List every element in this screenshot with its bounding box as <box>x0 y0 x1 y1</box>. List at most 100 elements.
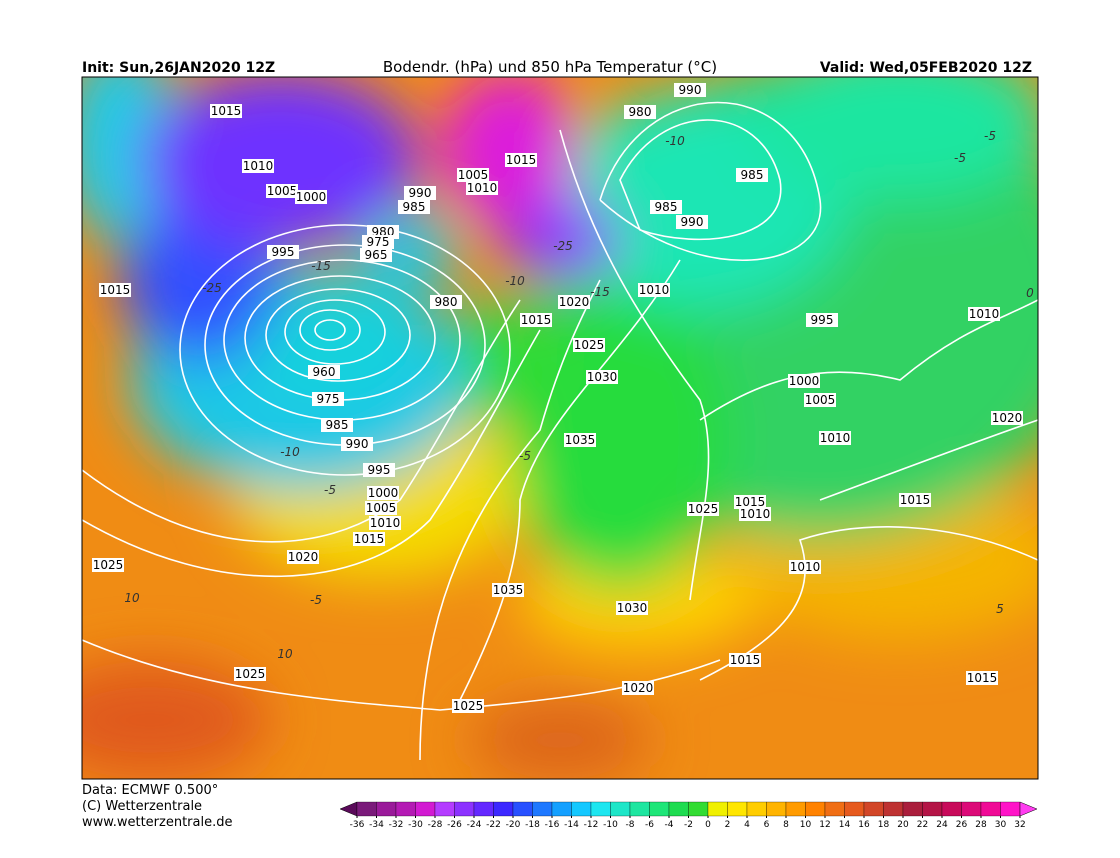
isobar-label: 1005 <box>805 393 836 407</box>
isobar-label-box <box>616 601 648 615</box>
isobar-label-box <box>806 313 838 327</box>
isobar-label-box <box>687 502 719 516</box>
temperature-label: -15 <box>311 259 331 273</box>
isobar-label: 975 <box>317 392 340 406</box>
temperature-label: -10 <box>665 134 685 148</box>
isobar-label: 1015 <box>967 671 998 685</box>
isobar-label-box <box>804 393 836 407</box>
colorbar-tick-label: -30 <box>408 820 423 830</box>
isobar-label-box <box>966 671 998 685</box>
isobar-label: 1020 <box>623 681 654 695</box>
isobar-label: 995 <box>811 313 834 327</box>
colorbar-swatch <box>746 801 767 817</box>
isobar-label-box <box>622 681 654 695</box>
temperature-label: -5 <box>310 593 322 607</box>
temperature-label: -5 <box>984 129 996 143</box>
colorbar-swatch <box>434 801 455 817</box>
isobar-label: 1025 <box>574 338 605 352</box>
isobar-label-box <box>367 486 399 500</box>
isobar-label-box <box>729 653 761 667</box>
colorbar-swatch <box>571 801 592 817</box>
isobar-label-box <box>266 184 298 198</box>
map-frame <box>81 76 1039 780</box>
isobar-label-box <box>99 283 131 297</box>
isobar-label-box <box>92 558 124 572</box>
isobar-label-box <box>564 433 596 447</box>
isobar-label-box <box>968 307 1000 321</box>
isobar-label: 1010 <box>740 507 771 521</box>
colorbar-swatch <box>473 801 494 817</box>
temperature-label: -5 <box>324 483 336 497</box>
isobar-label-box <box>466 181 498 195</box>
isobar-label: 1035 <box>493 583 524 597</box>
temperature-label: -25 <box>553 239 573 253</box>
colorbar-swatch <box>629 801 650 817</box>
temperature-label: -10 <box>280 445 300 459</box>
colorbar-swatch <box>395 801 416 817</box>
isobar-label-box <box>234 667 266 681</box>
isobar-label: 980 <box>435 295 458 309</box>
colorbar-tick-label: -4 <box>665 820 674 830</box>
temperature-label: -5 <box>519 449 531 463</box>
website: www.wetterzentrale.de <box>82 815 232 830</box>
colorbar-tick-label: 32 <box>1014 820 1025 830</box>
colorbar-tick-label: -2 <box>684 820 693 830</box>
isobar-label: 1010 <box>467 181 498 195</box>
temperature-label: 10 <box>277 647 293 661</box>
isobar-label: 1015 <box>506 153 537 167</box>
isobar-label: 1010 <box>790 560 821 574</box>
colorbar-tick-label: 8 <box>783 820 789 830</box>
colorbar-swatch <box>844 801 865 817</box>
isobar-label-box <box>312 392 344 406</box>
isobar-label-box <box>558 295 590 309</box>
colorbar-tick-label: 10 <box>800 820 812 830</box>
isobar-label: 1000 <box>296 190 327 204</box>
isobar-label-box <box>369 516 401 530</box>
isobar-label-box <box>452 699 484 713</box>
isobar-label-box <box>363 463 395 477</box>
isobar-label-box <box>308 365 340 379</box>
colorbar-swatch <box>863 801 884 817</box>
isobar-label: 975 <box>367 235 390 249</box>
colorbar-tick-label: -14 <box>564 820 579 830</box>
isobar-label: 990 <box>409 186 432 200</box>
isobar-label: 1010 <box>370 516 401 530</box>
isobar-label: 1010 <box>969 307 1000 321</box>
colorbar-swatch <box>493 801 514 817</box>
colorbar-tick-label: -18 <box>525 820 540 830</box>
isobar-label-box <box>362 235 394 249</box>
colorbar-tick-label: 30 <box>995 820 1007 830</box>
colorbar-arrow-high <box>1019 801 1038 817</box>
isobar-label: 1015 <box>735 495 766 509</box>
isobar-label: 995 <box>368 463 391 477</box>
isobar-label-box <box>457 168 489 182</box>
colorbar-swatch <box>980 801 1001 817</box>
colorbar-swatch <box>824 801 845 817</box>
isobar-label-box <box>650 200 682 214</box>
isobar-label-box <box>360 248 392 262</box>
isobar-label: 1035 <box>565 433 596 447</box>
isobar-label-box <box>295 190 327 204</box>
isobar-label-box <box>736 168 768 182</box>
colorbar-swatch <box>649 801 670 817</box>
colorbar-swatch <box>961 801 982 817</box>
isobar-label-box <box>267 245 299 259</box>
isobar-label: 1000 <box>368 486 399 500</box>
isobar-label: 985 <box>741 168 764 182</box>
map-labels: 1015101010051000995101599098598097596596… <box>92 83 1034 713</box>
isobar-label: 990 <box>346 437 369 451</box>
isobar-label-box <box>739 507 771 521</box>
isobar-label: 985 <box>655 200 678 214</box>
colorbar-tick-label: 18 <box>878 820 890 830</box>
colorbar-tick-label: -20 <box>506 820 521 830</box>
isobar-label-box <box>789 560 821 574</box>
colorbar-swatch <box>883 801 904 817</box>
isobar-label-box <box>210 104 242 118</box>
colorbar-swatch <box>805 801 826 817</box>
isobar-label: 1025 <box>235 667 266 681</box>
colorbar-swatch <box>688 801 709 817</box>
colorbar-tick-label: 28 <box>975 820 987 830</box>
temperature-label: 10 <box>124 591 140 605</box>
isobar-label: 990 <box>679 83 702 97</box>
isobar-label-box <box>573 338 605 352</box>
